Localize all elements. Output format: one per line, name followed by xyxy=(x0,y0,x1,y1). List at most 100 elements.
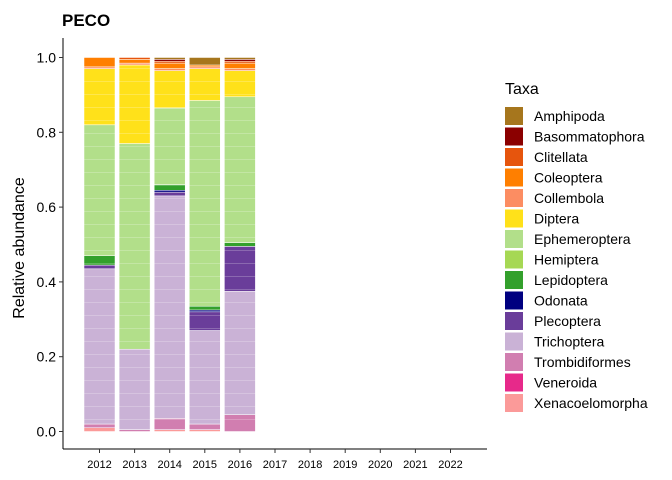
legend-label-basommatophora: Basommatophora xyxy=(534,129,645,145)
y-tick-label: 0.6 xyxy=(37,199,57,215)
legend-swatch-lepidoptera xyxy=(505,271,523,289)
x-tick-label: 2013 xyxy=(122,459,146,471)
x-tick-label: 2020 xyxy=(368,459,392,471)
bar-segment-diptera xyxy=(83,68,116,126)
legend-swatch-xenacoelomorpha xyxy=(505,394,523,412)
x-tick-label: 2018 xyxy=(298,459,322,471)
bar-segment-coleoptera xyxy=(153,62,186,69)
bar-segment-collembola xyxy=(118,62,151,66)
bar-segment-collembola xyxy=(224,68,256,71)
y-tick-label: 0.8 xyxy=(37,124,57,140)
bar-segment-odonata xyxy=(153,190,186,193)
bar-segment-ephemeroptera xyxy=(83,124,116,256)
legend-label-ephemeroptera: Ephemeroptera xyxy=(534,231,631,247)
legend-label-amphipoda: Amphipoda xyxy=(534,108,605,124)
bar-segment-clitellata xyxy=(118,57,151,60)
legend-swatch-veneroida xyxy=(505,373,523,392)
bar-segment-trichoptera xyxy=(118,348,151,430)
legend-swatch-ephemeroptera xyxy=(505,230,523,248)
legend-swatch-basommatophora xyxy=(505,127,523,146)
legend-label-coleoptera: Coleoptera xyxy=(534,170,603,186)
x-tick-label: 2017 xyxy=(263,459,287,471)
bar-segment-clitellata xyxy=(153,60,186,64)
bar-segment-lepidoptera xyxy=(189,305,221,311)
legend-swatch-collembola xyxy=(505,189,523,207)
bar-segment-trichoptera xyxy=(224,291,256,415)
bar-segment-diptera xyxy=(224,70,256,98)
bar-segment-trombidiformes xyxy=(189,423,221,430)
legend: Taxa Amphipoda Basommatophora Clitellata Co… xyxy=(505,81,648,412)
y-tick-label: 0.2 xyxy=(37,349,57,365)
bar-segment-plecoptera xyxy=(189,311,221,331)
x-tick-label: 2019 xyxy=(333,459,357,471)
legend-label-clitellata: Clitellata xyxy=(534,149,588,165)
legend-label-xenacoelomorpha: Xenacoelomorpha xyxy=(534,395,648,411)
bar-segment-plecoptera xyxy=(83,264,116,270)
bar-segment-amphipoda xyxy=(189,57,221,66)
legend-swatch-trombidiformes xyxy=(505,353,523,371)
bar-segment-coleoptera xyxy=(189,64,221,68)
x-tick-label: 2014 xyxy=(157,459,181,471)
bar-segment-xenacoelomorpha xyxy=(189,429,221,432)
bar-segment-clitellata xyxy=(224,60,256,64)
legend-label-lepidoptera: Lepidoptera xyxy=(534,272,608,288)
bar-segment-trombidiformes xyxy=(224,414,256,432)
legend-label-veneroida: Veneroida xyxy=(534,375,597,391)
bar-segment-trichoptera xyxy=(189,330,221,425)
legend-label-trichoptera: Trichoptera xyxy=(534,334,605,350)
legend-label-hemiptera: Hemiptera xyxy=(534,252,599,268)
x-tick-label: 2016 xyxy=(228,459,252,471)
y-tick-label: 0.4 xyxy=(37,274,57,290)
legend-label-odonata: Odonata xyxy=(534,293,588,309)
bar-segment-collembola xyxy=(153,68,186,71)
legend-swatch-coleoptera xyxy=(505,168,523,187)
bar-segment-amphipoda xyxy=(153,57,186,60)
bar-segment-ephemeroptera xyxy=(118,143,151,350)
chart-title: PECO xyxy=(62,11,110,30)
legend-label-diptera: Diptera xyxy=(534,211,579,227)
bar-segment-basommatophora xyxy=(153,59,186,62)
x-tick-label: 2012 xyxy=(87,459,111,471)
bar-segment-ephemeroptera xyxy=(153,107,186,185)
legend-swatch-clitellata xyxy=(505,148,523,166)
bar-segment-amphipoda xyxy=(224,57,256,60)
bar-segment-diptera xyxy=(189,68,221,101)
x-tick-label: 2015 xyxy=(193,459,217,471)
bar-segment-coleoptera xyxy=(224,62,256,69)
legend-swatch-hemiptera xyxy=(505,250,523,269)
bar-segment-basommatophora xyxy=(224,59,256,62)
x-tick-label: 2021 xyxy=(403,459,427,471)
x-axis: 2012 2013 2014 2015 2016 2017 2018 2019 2020 2021… xyxy=(63,448,487,471)
x-tick-label: 2022 xyxy=(438,459,462,471)
bar-segment-diptera xyxy=(118,64,151,144)
legend-swatch-diptera xyxy=(505,209,523,228)
legend-label-collembola: Collembola xyxy=(534,190,604,206)
bar-segment-diptera xyxy=(153,70,186,109)
legend-swatch-amphipoda xyxy=(505,107,523,125)
legend-swatch-plecoptera xyxy=(505,312,523,330)
bar-segment-lepidoptera xyxy=(224,242,256,247)
bar-segment-trichoptera xyxy=(153,195,186,419)
bar-segment-ephemeroptera xyxy=(224,96,256,243)
bar-segment-trombidiformes xyxy=(118,429,151,432)
y-tick-label: 1.0 xyxy=(37,50,57,66)
bar-segment-odonata xyxy=(189,309,221,313)
bar-segment-xenacoelomorpha xyxy=(153,429,186,432)
bar-segment-coleoptera xyxy=(118,59,151,64)
bar-segment-plecoptera xyxy=(224,246,256,292)
y-tick-label: 0.0 xyxy=(37,424,57,440)
bar-segment-coleoptera xyxy=(83,57,116,68)
bar-segment-ephemeroptera xyxy=(189,100,221,307)
y-axis-label: Relative abundance xyxy=(11,177,28,319)
legend-label-plecoptera: Plecoptera xyxy=(534,313,601,329)
legend-swatch-trichoptera xyxy=(505,332,523,351)
y-axis: 0.0 0.2 0.4 0.6 0.8 1.0 xyxy=(37,38,64,449)
bar-segment-trichoptera xyxy=(83,268,116,425)
legend-label-trombidiformes: Trombidiformes xyxy=(534,354,631,370)
legend-title: Taxa xyxy=(505,81,539,98)
bar-segment-xenacoelomorpha xyxy=(83,427,116,432)
legend-swatch-odonata xyxy=(505,291,523,310)
plot-area xyxy=(83,57,256,432)
bar-segment-trombidiformes xyxy=(153,418,186,430)
